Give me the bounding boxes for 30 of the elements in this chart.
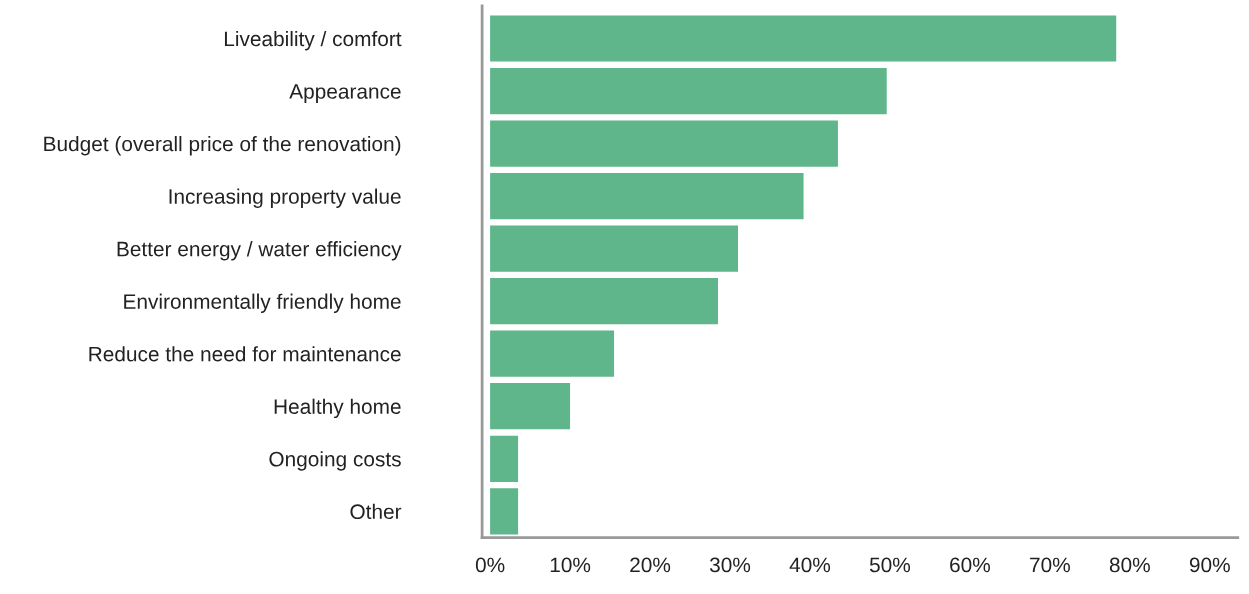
bar bbox=[490, 67, 887, 115]
x-tick-label: 20% bbox=[630, 557, 671, 573]
y-tick-label: Appearance bbox=[289, 84, 401, 103]
x-tick-label: 90% bbox=[1189, 557, 1230, 573]
x-tick-label: 80% bbox=[1109, 557, 1150, 573]
y-tick-label: Other bbox=[350, 503, 402, 520]
bar bbox=[490, 435, 519, 482]
bar bbox=[490, 488, 519, 535]
bar bbox=[490, 225, 738, 272]
y-tick-label: Healthy home bbox=[274, 398, 401, 419]
x-tick-label: 60% bbox=[950, 557, 990, 573]
y-tick-label: Increasing property value bbox=[169, 188, 401, 208]
x-tick-label: 10% bbox=[550, 557, 591, 573]
bar bbox=[490, 120, 838, 167]
bar bbox=[490, 278, 718, 325]
y-tick-label: Ongoing costs bbox=[269, 451, 401, 471]
x-tick-label: 40% bbox=[789, 557, 831, 573]
y-tick-label: Reduce the need for maintenance bbox=[89, 346, 401, 362]
x-tick-label: 70% bbox=[1030, 557, 1070, 573]
bar bbox=[490, 383, 571, 430]
y-tick-label: Budget (overall price of the renovation) bbox=[44, 136, 401, 156]
x-tick-label: 30% bbox=[709, 557, 751, 573]
x-tick-label: 0% bbox=[475, 557, 505, 573]
bar bbox=[490, 172, 804, 220]
y-tick-label: Better energy / water efficiency bbox=[117, 241, 402, 261]
y-tick-label: Liveability / comfort bbox=[224, 30, 402, 51]
bar bbox=[490, 15, 1117, 62]
bar bbox=[490, 330, 615, 377]
x-tick-label: 50% bbox=[869, 557, 911, 573]
y-tick-label: Environmentally friendly home bbox=[124, 293, 401, 314]
